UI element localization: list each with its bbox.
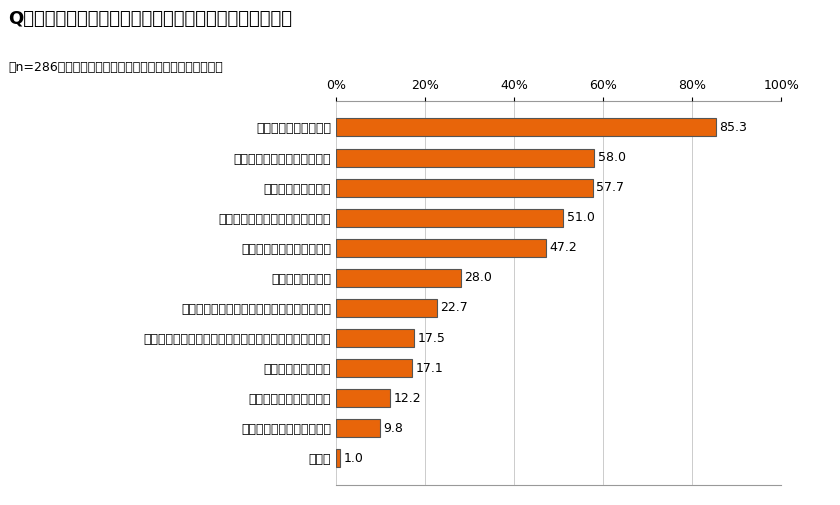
Bar — [336, 389, 391, 407]
Text: 12.2: 12.2 — [394, 392, 422, 405]
Text: 9.8: 9.8 — [383, 422, 403, 435]
Bar — [336, 239, 546, 257]
Bar — [336, 359, 412, 377]
Text: 17.5: 17.5 — [417, 331, 445, 344]
Bar — [336, 299, 437, 317]
Text: 85.3: 85.3 — [719, 121, 748, 134]
Text: （n=286、複数回答、最近、物忘れが増えたと感じる人）: （n=286、複数回答、最近、物忘れが増えたと感じる人） — [8, 61, 223, 74]
Text: 22.7: 22.7 — [441, 301, 469, 315]
Bar — [336, 148, 594, 167]
Bar — [336, 269, 460, 287]
Text: 51.0: 51.0 — [567, 211, 595, 224]
Text: 17.1: 17.1 — [416, 362, 444, 375]
Bar — [336, 419, 380, 437]
Text: Q　どんな時に「物忘れ」を実感することが多いですか？: Q どんな時に「物忘れ」を実感することが多いですか？ — [8, 10, 292, 28]
Text: 1.0: 1.0 — [344, 452, 364, 465]
Text: 47.2: 47.2 — [549, 241, 577, 255]
Text: 28.0: 28.0 — [465, 271, 492, 284]
Bar — [336, 449, 340, 467]
Text: 58.0: 58.0 — [598, 151, 626, 164]
Bar — [336, 329, 414, 347]
Text: 57.7: 57.7 — [596, 181, 624, 194]
Bar — [336, 209, 563, 227]
Bar — [336, 179, 593, 196]
Bar — [336, 119, 716, 136]
